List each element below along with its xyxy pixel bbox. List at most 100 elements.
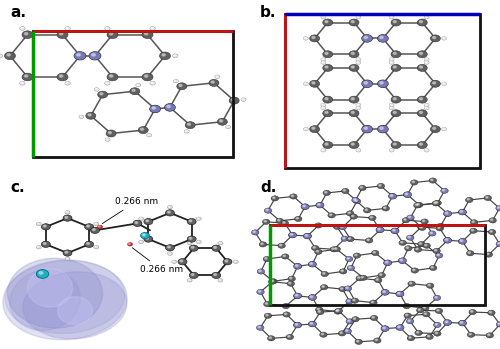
- Circle shape: [408, 216, 410, 218]
- Circle shape: [294, 322, 302, 328]
- Circle shape: [381, 326, 389, 332]
- Circle shape: [351, 21, 354, 23]
- Circle shape: [140, 128, 143, 130]
- Circle shape: [65, 27, 70, 30]
- Circle shape: [22, 73, 33, 81]
- Circle shape: [322, 273, 325, 274]
- Circle shape: [106, 82, 108, 83]
- Circle shape: [332, 248, 334, 250]
- Circle shape: [57, 73, 68, 81]
- Circle shape: [389, 15, 394, 19]
- Circle shape: [296, 324, 298, 325]
- Circle shape: [432, 201, 440, 206]
- Circle shape: [94, 245, 99, 249]
- Circle shape: [168, 211, 170, 213]
- Circle shape: [308, 295, 316, 300]
- Circle shape: [257, 289, 264, 295]
- Circle shape: [320, 284, 328, 290]
- Circle shape: [220, 120, 222, 122]
- Circle shape: [264, 220, 266, 222]
- Circle shape: [460, 240, 462, 242]
- Circle shape: [386, 261, 388, 263]
- Circle shape: [374, 338, 381, 343]
- Circle shape: [138, 127, 148, 134]
- Circle shape: [438, 224, 441, 226]
- Circle shape: [420, 227, 422, 228]
- Circle shape: [296, 294, 298, 296]
- Circle shape: [322, 59, 324, 60]
- Circle shape: [346, 330, 348, 331]
- Circle shape: [218, 279, 223, 282]
- Circle shape: [196, 240, 202, 244]
- Circle shape: [349, 110, 359, 117]
- Circle shape: [128, 243, 130, 244]
- Circle shape: [168, 252, 172, 255]
- Circle shape: [301, 204, 309, 209]
- Circle shape: [308, 321, 316, 327]
- Circle shape: [318, 311, 320, 312]
- Circle shape: [400, 259, 402, 261]
- Circle shape: [323, 141, 333, 148]
- Circle shape: [340, 269, 347, 274]
- Circle shape: [107, 73, 118, 81]
- Circle shape: [330, 214, 332, 215]
- Circle shape: [353, 299, 355, 301]
- Circle shape: [172, 54, 178, 58]
- Circle shape: [468, 332, 475, 337]
- Circle shape: [467, 199, 469, 200]
- Circle shape: [20, 81, 25, 85]
- Circle shape: [92, 229, 95, 230]
- Circle shape: [65, 251, 68, 253]
- Circle shape: [416, 204, 418, 206]
- Circle shape: [256, 325, 264, 330]
- Circle shape: [105, 138, 110, 141]
- Circle shape: [348, 300, 350, 302]
- Circle shape: [322, 333, 324, 335]
- Circle shape: [410, 180, 418, 185]
- Circle shape: [380, 274, 382, 275]
- Circle shape: [86, 112, 96, 119]
- Circle shape: [252, 230, 259, 235]
- Circle shape: [407, 335, 414, 341]
- Circle shape: [290, 233, 292, 235]
- Circle shape: [424, 244, 427, 246]
- Circle shape: [430, 126, 440, 133]
- Circle shape: [391, 110, 401, 117]
- Circle shape: [460, 211, 462, 212]
- Circle shape: [386, 261, 388, 263]
- Circle shape: [393, 143, 396, 145]
- Circle shape: [428, 335, 430, 337]
- Circle shape: [196, 217, 202, 221]
- Circle shape: [431, 267, 434, 268]
- Text: c.: c.: [10, 180, 24, 195]
- Circle shape: [281, 221, 288, 226]
- Circle shape: [356, 61, 361, 64]
- Circle shape: [338, 331, 346, 336]
- Circle shape: [325, 21, 328, 23]
- Circle shape: [360, 186, 362, 188]
- Circle shape: [198, 241, 199, 242]
- Circle shape: [24, 32, 28, 35]
- Circle shape: [144, 32, 148, 35]
- Circle shape: [346, 257, 353, 262]
- Circle shape: [487, 253, 489, 255]
- Circle shape: [164, 104, 175, 111]
- Circle shape: [378, 35, 388, 42]
- Circle shape: [440, 188, 448, 193]
- Circle shape: [86, 225, 90, 227]
- Circle shape: [65, 210, 70, 214]
- Circle shape: [460, 210, 462, 212]
- Circle shape: [443, 83, 444, 84]
- Circle shape: [284, 305, 286, 306]
- Circle shape: [268, 279, 276, 284]
- Circle shape: [391, 228, 399, 234]
- Circle shape: [409, 337, 411, 338]
- Circle shape: [417, 110, 427, 117]
- Circle shape: [262, 219, 270, 224]
- Circle shape: [378, 126, 388, 133]
- Circle shape: [426, 62, 427, 63]
- Circle shape: [214, 246, 216, 248]
- Circle shape: [166, 245, 174, 251]
- Circle shape: [189, 237, 192, 239]
- Circle shape: [378, 35, 388, 42]
